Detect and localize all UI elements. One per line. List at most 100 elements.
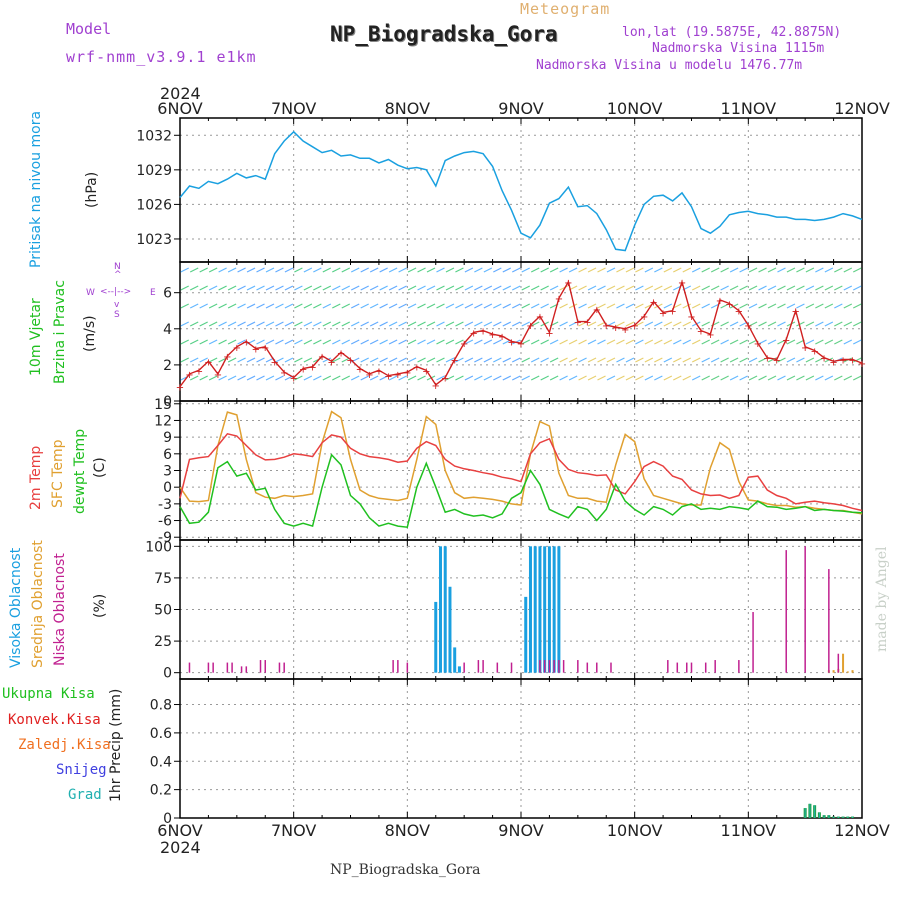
wind-barb	[360, 285, 369, 291]
wind-barb	[455, 339, 464, 345]
wind-barb	[815, 339, 824, 345]
wind-barb	[815, 267, 824, 273]
wind-barb	[294, 303, 303, 309]
wind-barb	[180, 303, 190, 309]
wind-barb	[246, 375, 256, 381]
wind-barb	[237, 267, 246, 273]
wind-barb	[189, 375, 199, 381]
wind-speed-marker: +	[450, 355, 458, 366]
wind-barb	[511, 375, 521, 381]
wind-barb	[616, 321, 625, 327]
wind-barb	[398, 339, 407, 345]
wind-barb	[701, 339, 710, 345]
wind-barb	[521, 357, 531, 363]
wind-barb	[852, 321, 862, 327]
wind-speed-marker: +	[460, 339, 468, 350]
wind-barb	[597, 285, 606, 291]
compass-n: N	[114, 262, 121, 272]
wind-speed-marker: +	[640, 312, 648, 323]
wind-barb	[540, 267, 549, 273]
wind-barb	[407, 321, 417, 327]
wind-speed-marker: +	[204, 357, 212, 368]
wind-barb	[388, 267, 398, 273]
wind-speed-marker: +	[678, 278, 686, 289]
wind-speed-marker: +	[271, 357, 279, 368]
wind-barb	[824, 321, 834, 327]
wind-barb	[294, 267, 303, 273]
wind-barb	[635, 357, 644, 363]
wind-barb	[663, 321, 673, 327]
year-bottom: 2024	[160, 838, 201, 857]
wind-barb	[407, 357, 417, 363]
cloud-bar-2	[278, 662, 281, 673]
wind-speed-marker: +	[346, 355, 354, 366]
wind-barb	[388, 321, 398, 327]
cloud-bar-2	[231, 662, 233, 673]
wind-barb	[568, 267, 578, 273]
wind-barb	[275, 339, 284, 345]
cloud-bar-2	[510, 662, 513, 673]
wind-barb	[625, 357, 635, 363]
wind-barb	[786, 285, 796, 291]
wind-barb	[758, 267, 767, 273]
cloud-bar-2	[667, 660, 669, 673]
wind-barb	[180, 321, 190, 327]
wind-barb	[578, 375, 587, 381]
panel-frame-wind	[179, 261, 863, 402]
wind-barb	[559, 357, 568, 363]
x-tick-label-top: 11NOV	[721, 99, 777, 118]
cloud-bar-2	[690, 662, 693, 673]
cloud-bar-2	[283, 662, 285, 673]
wind-speed-marker: +	[725, 300, 733, 311]
compass-cross: <--|-->	[100, 287, 132, 297]
wind-barb	[199, 267, 208, 273]
wind-barb	[549, 339, 559, 345]
wind-barb	[682, 339, 692, 345]
wind-barb	[549, 267, 559, 273]
cloud-bar-1	[842, 653, 845, 673]
wind-barb	[436, 375, 445, 381]
wind-barb	[350, 375, 360, 381]
wind-barb	[218, 285, 227, 291]
precip-conv-label: Konvek.Kisa	[8, 712, 101, 728]
wind-barb	[682, 321, 692, 327]
cloud-bar-0	[533, 546, 537, 673]
wind-barb	[436, 285, 445, 291]
wind-barb	[701, 357, 710, 363]
wind-speed-marker: +	[498, 332, 506, 343]
wind-speed-marker: +	[555, 294, 563, 305]
cloud-bar-2	[212, 662, 214, 673]
wind-barb	[189, 267, 199, 273]
wind-barb	[265, 375, 275, 381]
wind-barb	[360, 357, 369, 363]
cloud-bar-2	[714, 660, 716, 673]
wind-barb	[322, 285, 332, 291]
wind-barb	[256, 321, 265, 327]
model-elevation-label: Nadmorska Visina u modelu 1476.77m	[536, 58, 803, 73]
wind-barb	[218, 303, 227, 309]
wind-barb	[758, 375, 767, 381]
compass-s: S	[114, 310, 120, 320]
wind-barb	[606, 285, 616, 291]
wind-barb	[294, 321, 303, 327]
wind-barb	[426, 267, 436, 273]
wind-barb	[303, 303, 313, 309]
wind-barb	[265, 321, 275, 327]
wind-barb	[237, 375, 246, 381]
wind-speed-marker: +	[289, 374, 297, 385]
wind-barb	[663, 303, 673, 309]
wind-barb	[303, 357, 313, 363]
wind-barb	[474, 339, 483, 345]
y-tick-label: 1023	[136, 232, 172, 248]
wind-barb	[294, 357, 303, 363]
wind-barb	[502, 267, 512, 273]
y-tick-label: 50	[154, 603, 172, 619]
wind-barb	[284, 357, 294, 363]
cloud-bar-0	[438, 546, 442, 673]
wind-barb	[246, 267, 256, 273]
wind-barb	[521, 267, 531, 273]
wind-barb	[805, 321, 815, 327]
wind-barb	[332, 375, 341, 381]
wind-barb	[502, 303, 512, 309]
wind-barb	[474, 375, 483, 381]
